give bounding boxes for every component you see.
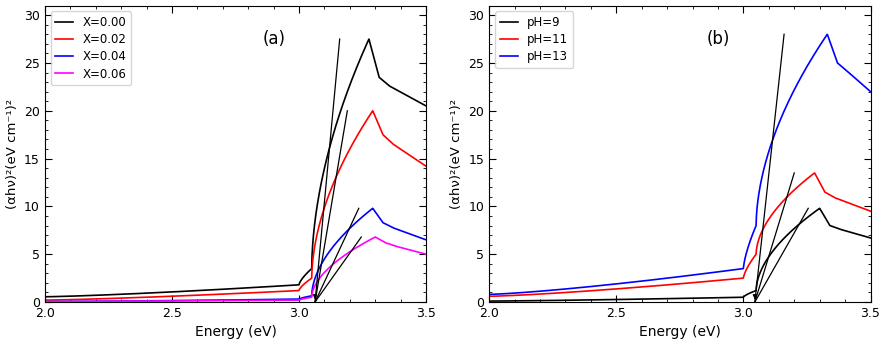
X-axis label: Energy (eV): Energy (eV) [639, 325, 721, 339]
pH=13 [866, 90, 876, 94]
X=0.06 [369, 235, 380, 239]
X=0.02 [339, 156, 350, 160]
X=0.06 [410, 249, 421, 254]
X=0.04 [59, 299, 70, 304]
X=0.02 [368, 109, 378, 113]
X=0.02 [225, 292, 236, 296]
pH=11 [503, 294, 514, 298]
pH=13 [822, 32, 833, 37]
X=0.02 [409, 157, 420, 161]
X=0.04 [421, 238, 431, 242]
X=0.06 [409, 249, 420, 253]
X=0.00 [225, 287, 236, 291]
X=0.04 [368, 206, 378, 210]
X=0.04 [40, 299, 51, 304]
pH=11 [659, 283, 670, 287]
X=0.06 [421, 252, 431, 256]
pH=11 [809, 171, 820, 175]
X=0.04 [410, 234, 421, 238]
pH=9 [503, 299, 514, 303]
X=0.04 [339, 231, 350, 235]
X=0.04 [214, 298, 225, 302]
X=0.00 [339, 96, 350, 100]
pH=9 [669, 296, 680, 300]
pH=13 [854, 80, 865, 84]
X=0.06 [339, 253, 350, 257]
X=0.00 [410, 98, 421, 102]
X=0.02 [421, 164, 431, 168]
pH=13 [669, 275, 680, 279]
Legend: X=0.00, X=0.02, X=0.04, X=0.06: X=0.00, X=0.02, X=0.04, X=0.06 [51, 11, 131, 85]
Y-axis label: (αhν)²(eV cm⁻¹)²: (αhν)²(eV cm⁻¹)² [450, 99, 463, 209]
pH=11 [484, 294, 494, 298]
pH=9 [784, 231, 795, 235]
X=0.02 [59, 298, 70, 302]
pH=9 [866, 236, 876, 240]
pH=13 [484, 292, 494, 296]
X=0.06 [214, 298, 225, 303]
X=0.00 [40, 295, 51, 299]
Line: pH=9: pH=9 [489, 208, 871, 301]
pH=9 [854, 233, 865, 237]
Text: (a): (a) [262, 30, 285, 48]
X=0.06 [225, 298, 236, 303]
X=0.02 [410, 157, 421, 161]
pH=9 [659, 297, 670, 301]
X=0.00 [421, 104, 431, 108]
pH=9 [854, 233, 865, 237]
X-axis label: Energy (eV): Energy (eV) [195, 325, 276, 339]
pH=11 [854, 205, 865, 209]
Line: pH=11: pH=11 [489, 173, 871, 296]
Line: pH=13: pH=13 [489, 34, 871, 294]
Line: X=0.00: X=0.00 [45, 39, 426, 297]
pH=9 [814, 206, 825, 210]
X=0.00 [409, 98, 420, 102]
pH=13 [854, 80, 865, 84]
pH=11 [854, 205, 865, 209]
X=0.00 [363, 37, 374, 41]
X=0.00 [214, 287, 225, 292]
Line: X=0.06: X=0.06 [45, 237, 426, 302]
pH=9 [484, 299, 494, 303]
X=0.02 [214, 292, 225, 296]
pH=11 [784, 193, 795, 197]
X=0.04 [409, 234, 420, 238]
pH=13 [659, 276, 670, 280]
X=0.06 [40, 299, 51, 304]
Line: X=0.02: X=0.02 [45, 111, 426, 300]
Y-axis label: (αhν)²(eV cm⁻¹)²: (αhν)²(eV cm⁻¹)² [5, 99, 19, 209]
X=0.00 [59, 294, 70, 298]
Text: (b): (b) [706, 30, 730, 48]
X=0.02 [40, 298, 51, 302]
pH=11 [866, 209, 876, 213]
pH=13 [784, 97, 795, 101]
X=0.06 [59, 299, 70, 304]
pH=13 [503, 292, 514, 296]
pH=11 [669, 282, 680, 286]
Line: X=0.04: X=0.04 [45, 208, 426, 302]
X=0.04 [225, 298, 236, 302]
Legend: pH=9, pH=11, pH=13: pH=9, pH=11, pH=13 [495, 11, 573, 68]
